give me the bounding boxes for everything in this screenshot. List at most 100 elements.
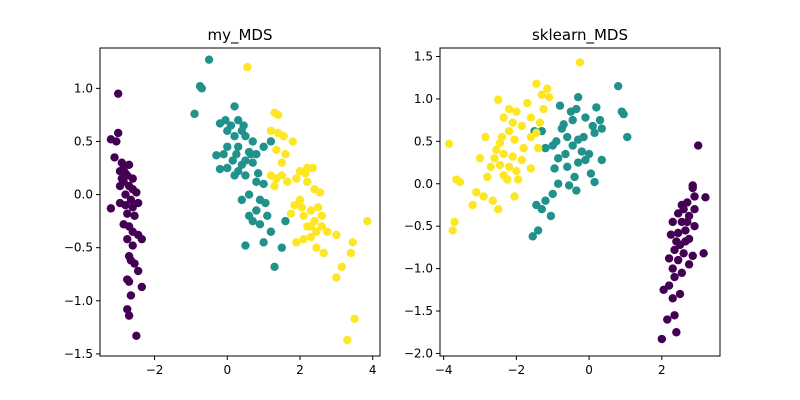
- y-tick-label: 1.0: [74, 81, 93, 95]
- scatter-point: [541, 143, 550, 153]
- scatter-point: [472, 188, 481, 197]
- series-class-2: [444, 58, 585, 235]
- scatter-point: [128, 241, 137, 250]
- scatter-point: [513, 175, 523, 184]
- scatter-point: [204, 55, 214, 64]
- y-tick-label: 0.5: [74, 134, 93, 148]
- plot-area: [106, 55, 372, 345]
- scatter-point: [277, 243, 287, 252]
- scatter-point: [317, 211, 327, 221]
- scatter-point: [277, 171, 287, 180]
- scatter-point: [313, 203, 323, 212]
- plot-area: [444, 58, 710, 344]
- scatter-point: [115, 181, 125, 191]
- scatter-point: [113, 128, 123, 138]
- scatter-point: [681, 237, 690, 246]
- scatter-point: [232, 150, 241, 159]
- scatter-point: [455, 177, 465, 187]
- scatter-point: [126, 195, 136, 205]
- scatter-point: [479, 192, 488, 201]
- scatter-point: [590, 128, 599, 138]
- y-tick-label: 1.0: [414, 92, 433, 106]
- my-mds-panel: my_MDS −2 0 2 4 −1.5 −1.0 −0.5 0.0 0.5 1.0: [64, 26, 381, 377]
- scatter-point: [350, 314, 359, 324]
- scatter-point: [288, 137, 297, 146]
- scatter-point: [510, 192, 519, 201]
- scatter-point: [230, 131, 239, 141]
- scatter-point: [266, 227, 276, 236]
- scatter-point: [568, 115, 577, 125]
- y-tick-label: −1.5: [404, 304, 433, 318]
- scatter-point: [504, 162, 514, 171]
- scatter-point: [548, 189, 557, 199]
- scatter-point: [468, 200, 477, 210]
- scatter-point: [277, 158, 287, 167]
- scatter-point: [475, 154, 485, 163]
- scatter-point: [670, 245, 679, 255]
- scatter-point: [619, 109, 628, 119]
- scatter-point: [312, 227, 321, 236]
- scatter-point: [253, 169, 263, 178]
- scatter-point: [281, 150, 290, 159]
- scatter-point: [132, 188, 141, 197]
- scatter-point: [299, 211, 308, 221]
- scatter-point: [493, 95, 503, 104]
- scatter-point: [532, 128, 541, 138]
- series-class-1: [190, 55, 290, 271]
- scatter-point: [684, 260, 694, 269]
- scatter-point: [106, 204, 116, 213]
- scatter-point: [246, 150, 256, 159]
- axes-frame: [439, 47, 721, 357]
- scatter-point: [263, 211, 272, 221]
- scatter-point: [332, 230, 341, 240]
- scatter-point: [523, 98, 532, 108]
- scatter-point: [623, 132, 632, 142]
- scatter-point: [493, 205, 503, 214]
- scatter-point: [297, 203, 307, 212]
- scatter-point: [533, 226, 543, 235]
- scatter-point: [292, 238, 301, 247]
- scatter-point: [673, 228, 683, 238]
- panel-title: sklearn_MDS: [532, 26, 628, 45]
- scatter-point: [215, 164, 225, 174]
- scatter-point: [688, 183, 697, 193]
- scatter-point: [693, 141, 703, 150]
- y-tick-label: 0.0: [74, 188, 93, 202]
- scatter-point: [683, 217, 692, 227]
- scatter-point: [248, 216, 257, 226]
- scatter-point: [557, 124, 567, 133]
- scatter-point: [444, 139, 454, 149]
- scatter-point: [123, 234, 132, 244]
- series-class-1: [528, 81, 632, 241]
- scatter-point: [130, 211, 139, 221]
- scatter-point: [499, 113, 508, 122]
- scatter-point: [492, 145, 501, 155]
- scatter-point: [543, 84, 552, 93]
- scatter-point: [121, 200, 130, 210]
- scatter-point: [553, 154, 563, 163]
- scatter-point: [261, 198, 270, 208]
- scatter-point: [219, 150, 228, 159]
- y-tick-label: −0.5: [404, 219, 433, 233]
- y-tick-label: 0.0: [414, 177, 433, 191]
- scatter-point: [223, 163, 232, 173]
- scatter-point: [675, 289, 685, 299]
- scatter-point: [539, 104, 548, 114]
- scatter-point: [266, 126, 276, 136]
- scatter-point: [537, 90, 547, 99]
- scatter-point: [346, 248, 356, 258]
- scatter-point: [590, 177, 599, 187]
- scatter-point: [673, 255, 683, 265]
- scatter-point: [581, 155, 590, 165]
- scatter-point: [568, 141, 577, 150]
- scatter-point: [137, 234, 147, 244]
- y-tick-label: 1.5: [414, 49, 433, 63]
- scatter-point: [666, 230, 676, 239]
- scatter-point: [450, 217, 459, 227]
- scatter-point: [248, 158, 257, 167]
- x-tick-label: 2: [658, 363, 666, 377]
- scatter-point: [123, 305, 132, 314]
- scatter-point: [252, 177, 261, 187]
- scatter-point: [223, 142, 232, 151]
- scatter-point: [512, 107, 521, 116]
